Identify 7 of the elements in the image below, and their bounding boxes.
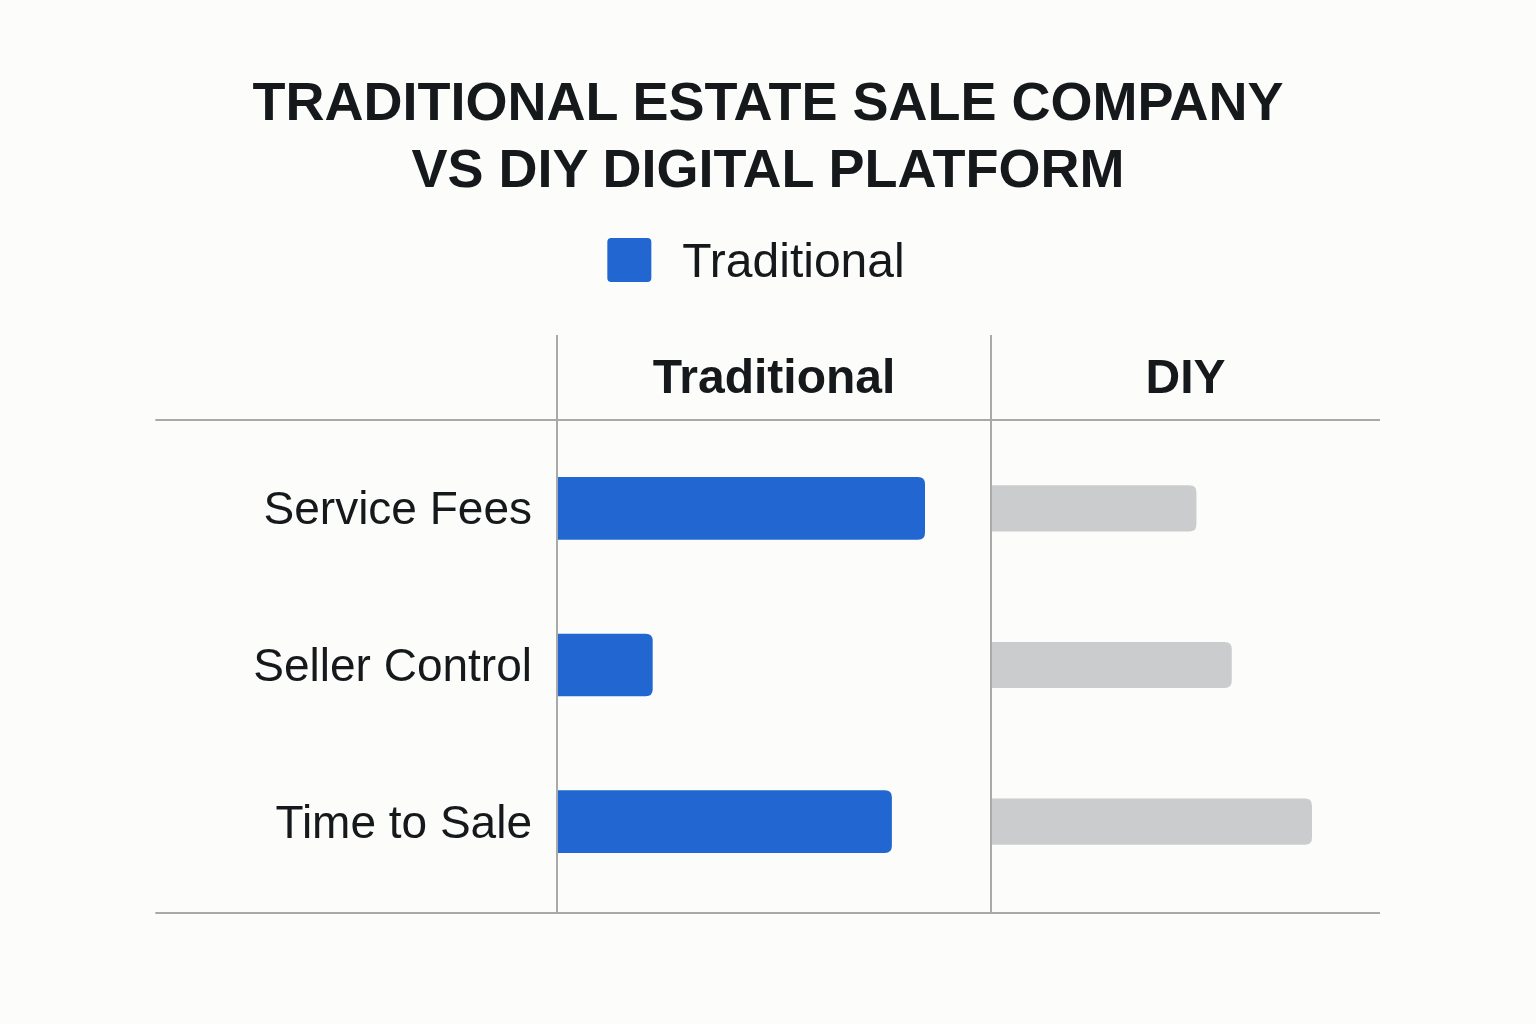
chart-title: TRADITIONAL ESTATE SALE COMPANY VS DIY DIGITAL PLATFORM xyxy=(252,71,1284,198)
chart-subtitle: DIY xyxy=(1145,350,1226,403)
legend-label: Traditional xyxy=(682,233,905,287)
y-tick-label: Service Fees xyxy=(263,482,532,535)
y-tick-label: Time to Sale xyxy=(275,795,532,848)
chart-subtitle: Traditional xyxy=(652,350,896,403)
y-tick-label: Seller Control xyxy=(253,639,532,692)
